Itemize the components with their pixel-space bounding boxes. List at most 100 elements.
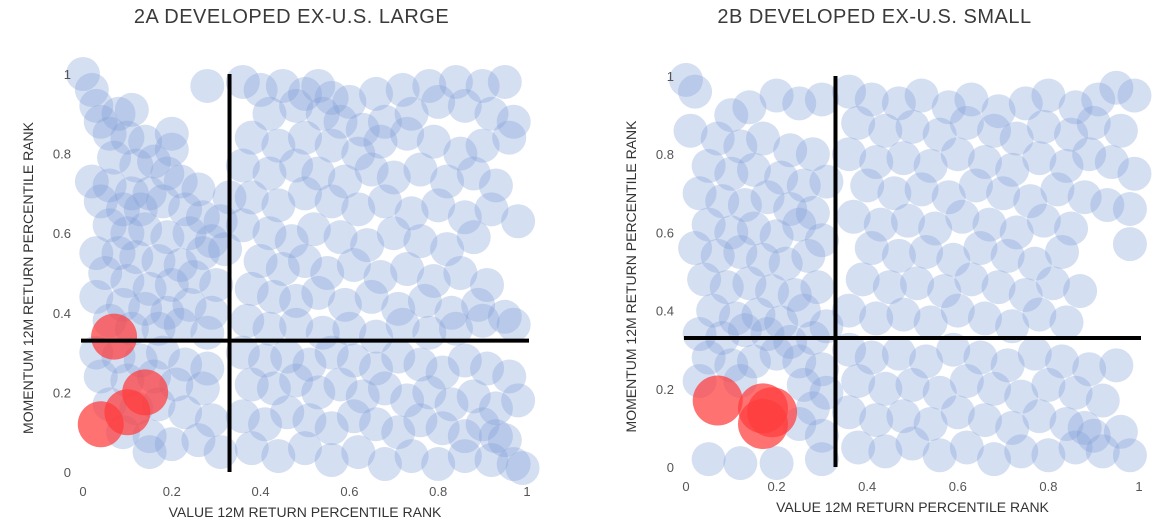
scatter-point — [1022, 141, 1057, 176]
x-tick-label: 0.8 — [1039, 479, 1057, 494]
scatter-point — [403, 403, 438, 438]
scatter-point — [496, 104, 531, 139]
scatter-point — [1076, 105, 1111, 140]
scatter-point — [363, 259, 398, 294]
scatter-point — [185, 236, 220, 271]
x-tick-label: 0 — [79, 484, 86, 499]
scatter-point — [447, 200, 482, 235]
scatter-point — [310, 256, 345, 290]
scatter-point — [465, 303, 500, 338]
scatter-point — [782, 207, 817, 242]
scatter-point — [456, 156, 491, 191]
x-tick-label: 0.8 — [429, 484, 447, 499]
scatter-point — [981, 270, 1016, 305]
scatter-point — [1026, 203, 1061, 238]
x-tick-label: 0.6 — [340, 484, 358, 499]
scatter-point — [795, 195, 830, 230]
scatter-point — [954, 82, 989, 117]
scatter-point — [345, 379, 380, 414]
y-tick-label: 0.2 — [53, 385, 71, 400]
scatter-point — [367, 371, 402, 406]
scatter-point — [141, 311, 176, 346]
scatter-point — [1090, 188, 1125, 223]
scatter-point — [145, 184, 180, 219]
scatter-point — [736, 344, 771, 379]
scatter-point — [809, 164, 844, 199]
highlight-point — [738, 398, 789, 449]
scatter-point — [336, 248, 371, 283]
y-tick-label: 0.6 — [53, 226, 71, 241]
scatter-point — [1031, 367, 1066, 402]
scatter-point — [687, 262, 722, 297]
scatter-point — [128, 212, 163, 247]
x-tick-label: 0 — [682, 479, 689, 494]
scatter-point — [832, 137, 867, 172]
scatter-point — [691, 207, 726, 242]
scatter-point — [137, 144, 172, 179]
scatter-point — [673, 113, 708, 148]
scatter-point — [79, 88, 114, 123]
scatter-point — [163, 164, 198, 199]
scatter-point — [154, 267, 189, 302]
scatter-point — [895, 426, 930, 461]
scatter-point — [492, 359, 527, 394]
scatter-point — [434, 387, 469, 422]
highlight-point — [692, 375, 743, 426]
scatter-point — [967, 301, 1002, 336]
scatter-point — [963, 231, 998, 266]
scatter-point — [1067, 180, 1102, 215]
scatter-point — [345, 112, 380, 147]
scatter-point — [177, 259, 211, 294]
scatter-point — [1031, 78, 1066, 113]
x-tick-label: 0.6 — [949, 479, 967, 494]
scatter-point — [1058, 430, 1093, 465]
scatter-point — [430, 232, 465, 267]
scatter-point — [474, 192, 509, 227]
scatter-point — [1004, 434, 1039, 469]
scatter-point — [759, 336, 794, 371]
scatter-point — [336, 343, 371, 378]
scatter-point — [1072, 137, 1107, 172]
scatter-point — [727, 188, 762, 223]
scatter-plot-2a: 0 0.2 0.4 0.6 0.8 1 0 0.2 0.4 0.6 0.8 1 VALUE 12M RE… — [20, 57, 540, 520]
scatter-point — [967, 403, 1002, 438]
scatter-point — [412, 375, 447, 410]
scatter-point — [678, 231, 713, 266]
scatter-point — [949, 430, 984, 465]
scatter-point — [841, 430, 876, 465]
scatter-point — [936, 332, 971, 367]
scatter-point — [256, 371, 291, 406]
scatter-point — [314, 80, 349, 115]
scatter-point — [859, 301, 894, 336]
scatter-point — [1040, 172, 1075, 207]
scatter-point — [804, 82, 839, 117]
scatter-point — [447, 88, 482, 123]
scatter-point — [768, 246, 803, 281]
scatter-point — [501, 204, 536, 239]
scatter-point — [181, 423, 216, 458]
scatter-point — [1035, 266, 1070, 301]
scatter-point — [114, 92, 149, 127]
scatter-point — [669, 62, 703, 97]
scatter-point — [359, 76, 394, 111]
scatter-point — [359, 319, 394, 354]
scatter-point — [292, 403, 327, 438]
scatter-point — [977, 442, 1012, 477]
scatter-point — [279, 307, 314, 342]
scatter-point — [922, 438, 957, 473]
scatter-point — [1112, 191, 1147, 226]
scatter-point — [150, 220, 185, 255]
scatter-point — [999, 215, 1034, 250]
scatter-point — [900, 266, 935, 301]
highlight-point — [91, 313, 138, 360]
scatter-point — [234, 367, 269, 402]
scatter-point — [470, 267, 505, 302]
scatter-point — [296, 212, 331, 247]
scatter-point — [288, 244, 322, 279]
scatter-point — [203, 435, 238, 470]
scatter-point — [332, 311, 367, 346]
scatter-point — [696, 293, 731, 328]
scatter-point — [390, 252, 425, 287]
scatter-point — [83, 104, 118, 139]
scatter-point — [682, 317, 717, 352]
